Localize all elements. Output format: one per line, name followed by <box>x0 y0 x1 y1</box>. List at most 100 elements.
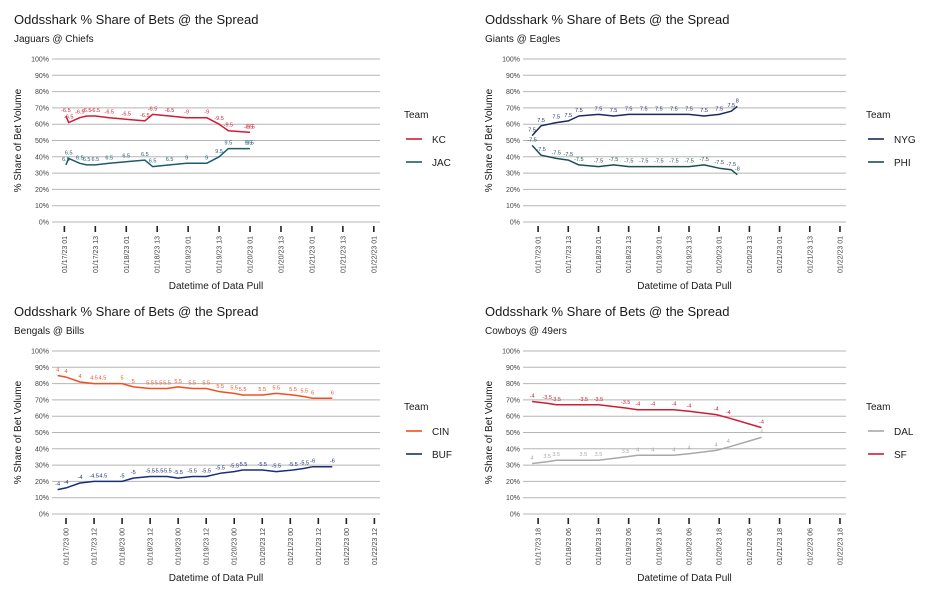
x-tick-label: 01/18/23 01 <box>124 236 131 273</box>
point-label: 6.5 <box>65 150 73 156</box>
x-tick-label: 01/17/23 01 <box>536 236 543 273</box>
point-label: 5.5 <box>174 379 182 385</box>
x-tick-label: 01/18/23 01 <box>596 236 603 273</box>
point-label: 7.5 <box>552 115 560 121</box>
y-tick-label: 60% <box>506 414 520 421</box>
point-label: -6.5 <box>148 106 157 112</box>
y-axis-label: % Share of Bet Volume <box>13 88 24 192</box>
point-label: -5.5 <box>162 469 171 475</box>
x-tick-label: 01/20/23 01 <box>248 236 255 273</box>
x-tick-label: 01/19/23 06 <box>626 528 633 565</box>
point-label: -4 <box>714 407 719 413</box>
point-label: -7.5 <box>594 159 603 165</box>
point-label: -4.5 <box>98 473 107 479</box>
y-tick-label: 50% <box>35 138 49 145</box>
point-label: -4 <box>635 402 640 408</box>
y-tick-label: 30% <box>35 463 49 470</box>
y-tick-label: 20% <box>506 479 520 486</box>
point-label: -6.5 <box>122 111 131 117</box>
point-label: 7.5 <box>640 106 648 112</box>
legend-label-cin: CIN <box>432 427 449 438</box>
y-tick-label: 50% <box>506 138 520 145</box>
point-label: 4 <box>64 369 67 375</box>
point-label: 8 <box>736 98 739 104</box>
x-tick-label: 01/18/23 00 <box>120 528 127 565</box>
point-label: 7.5 <box>655 106 663 112</box>
point-label: -4 <box>726 410 731 416</box>
point-label: -6.5 <box>105 110 114 116</box>
point-label: 4 <box>687 446 690 452</box>
x-tick-label: 01/19/23 00 <box>176 528 183 565</box>
point-label: 5.5 <box>146 380 154 386</box>
chart-title: Oddsshark % Share of Bets @ the Spread <box>485 304 729 319</box>
x-tick-label: 01/17/23 13 <box>93 236 100 273</box>
chart-subtitle: Cowboys @ 49ers <box>485 326 567 337</box>
x-axis-label: Datetime of Data Pull <box>637 281 732 292</box>
y-tick-label: 70% <box>506 105 520 112</box>
point-label: -7.5 <box>684 159 693 165</box>
point-label: -5 <box>131 470 136 476</box>
x-tick-label: 01/22/23 18 <box>837 528 844 565</box>
point-label: -6 <box>310 459 315 465</box>
y-tick-label: 100% <box>502 349 520 356</box>
point-label: 6.5 <box>141 152 149 158</box>
point-label: 5.5 <box>272 385 280 391</box>
x-tick-label: 01/19/23 01 <box>186 236 193 273</box>
x-tick-label: 01/20/23 13 <box>278 236 285 273</box>
point-label: -8 <box>735 167 740 173</box>
point-label: -5 <box>120 473 125 479</box>
y-tick-label: 0% <box>39 220 49 227</box>
point-label: -4 <box>64 480 69 486</box>
chart-subtitle: Bengals @ Bills <box>14 326 84 337</box>
y-tick-label: 0% <box>510 220 520 227</box>
x-tick-label: 01/21/23 06 <box>747 528 754 565</box>
point-label: -7.5 <box>654 159 663 165</box>
point-label: 9 <box>205 155 208 161</box>
y-tick-label: 30% <box>35 171 49 178</box>
y-tick-label: 40% <box>506 154 520 161</box>
x-tick-label: 01/21/23 12 <box>316 528 323 565</box>
point-label: -6.5 <box>165 108 174 114</box>
y-tick-label: 50% <box>35 430 49 437</box>
point-label: 3.5 <box>552 452 560 458</box>
y-tick-label: 50% <box>506 430 520 437</box>
x-tick-label: 01/21/23 01 <box>777 236 784 273</box>
x-tick-label: 01/18/23 18 <box>596 528 603 565</box>
point-label: 4 <box>715 442 718 448</box>
y-tick-label: 90% <box>35 73 49 80</box>
x-tick-label: 01/17/23 01 <box>62 236 69 273</box>
point-label: -3.5 <box>621 400 630 406</box>
point-label: 7.5 <box>564 113 572 119</box>
point-label: 7.5 <box>700 108 708 114</box>
point-label: -5.5 <box>258 462 267 468</box>
point-label: 4.5 <box>90 376 98 382</box>
y-tick-label: 90% <box>506 365 520 372</box>
point-label: 4.5 <box>99 376 107 382</box>
y-tick-label: 10% <box>506 203 520 210</box>
point-label: -7.5 <box>609 157 618 163</box>
legend-label-buf: BUF <box>432 450 452 461</box>
point-label: 5.5 <box>258 387 266 393</box>
legend-label-nyg: NYG <box>894 135 916 146</box>
point-label: -5.5 <box>272 464 281 470</box>
point-label: 3.5 <box>595 452 603 458</box>
point-label: -6.5 <box>140 113 149 119</box>
point-label: 7.5 <box>610 108 618 114</box>
x-tick-label: 01/21/23 01 <box>309 236 316 273</box>
point-label: -5.5 <box>300 460 309 466</box>
point-label: 3.5 <box>622 449 630 455</box>
point-label: 6.5 <box>166 157 174 163</box>
legend-title: Team <box>866 402 890 413</box>
x-tick-label: 01/19/23 13 <box>687 236 694 273</box>
point-label: -4 <box>671 402 676 408</box>
point-label: 5.5 <box>202 380 210 386</box>
point-label: -4 <box>530 394 535 400</box>
point-label: 6.5 <box>83 157 91 163</box>
point-label: -7.5 <box>551 150 560 156</box>
legend-label-phi: PHI <box>894 158 911 169</box>
chart-panel-3: Oddsshark % Share of Bets @ the SpreadBe… <box>13 304 452 584</box>
point-label: 9.5 <box>246 141 254 147</box>
